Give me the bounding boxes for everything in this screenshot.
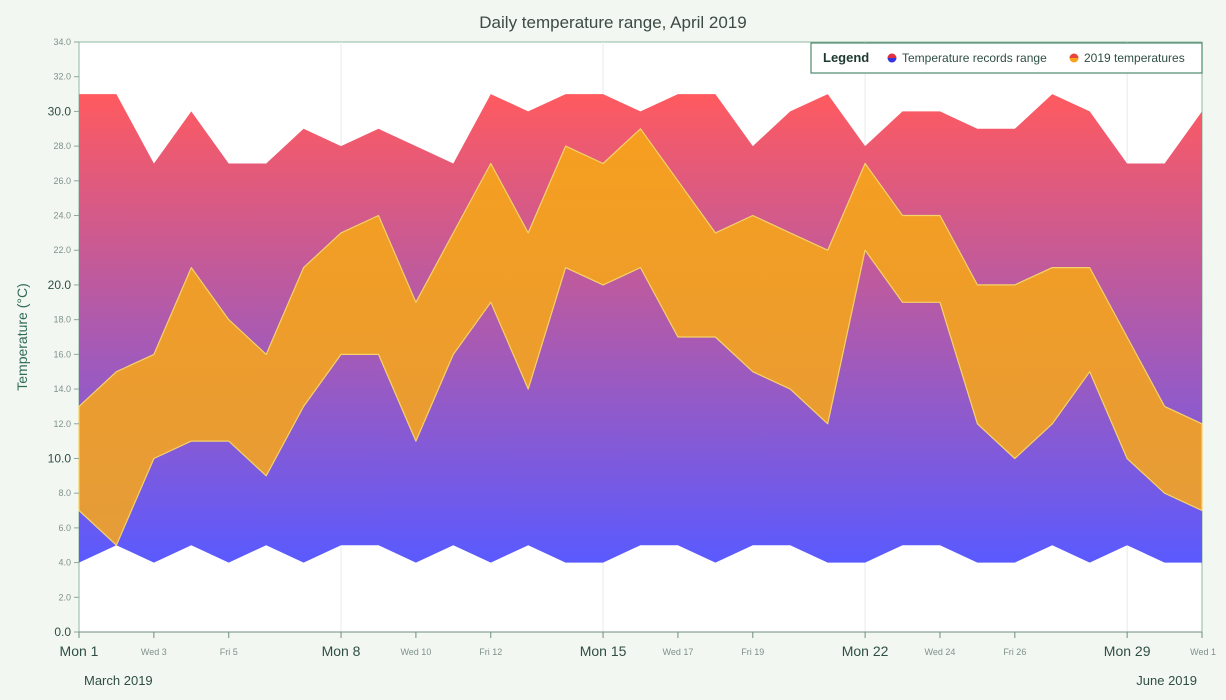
chart-title: Daily temperature range, April 2019 <box>479 13 746 32</box>
legend-swatch-records <box>887 53 897 63</box>
series-areas <box>78 94 1203 563</box>
legend-entry-2019: 2019 temperatures <box>1084 51 1185 65</box>
y-tick-label: 20.0 <box>48 278 72 292</box>
y-axis-label: Temperature (°C) <box>14 283 30 391</box>
legend: Legend Temperature records range 2019 te… <box>810 42 1203 74</box>
y-axis-ticks: 0.0 2.0 4.0 6.0 8.0 10.0 12.0 14.0 16.0 18.0 20.0 2… <box>48 37 79 639</box>
area-records-range <box>79 94 1202 563</box>
y-tick-label: 18.0 <box>53 315 71 325</box>
y-tick-label: 22.0 <box>53 245 71 255</box>
legend-entry-records: Temperature records range <box>902 51 1047 65</box>
x-tick-label: Wed 10 <box>400 647 431 657</box>
footer-right-label: June 2019 <box>1136 673 1197 688</box>
x-tick-label: Mon 15 <box>580 643 627 659</box>
y-tick-label: 2.0 <box>58 592 71 602</box>
x-tick-label: Fri 26 <box>1003 647 1026 657</box>
x-tick-label: Fri 5 <box>220 647 238 657</box>
x-tick-label: Wed 24 <box>925 647 956 657</box>
x-tick-label: Mon 8 <box>322 643 361 659</box>
y-tick-label: 14.0 <box>53 384 71 394</box>
y-tick-label: 4.0 <box>58 558 71 568</box>
legend-swatch-2019 <box>1069 53 1079 63</box>
y-tick-label: 32.0 <box>53 72 71 82</box>
y-tick-label: 26.0 <box>53 176 71 186</box>
y-tick-label: 0.0 <box>54 625 71 639</box>
area-2019-temperatures <box>78 128 1203 546</box>
y-tick-label: 6.0 <box>58 523 71 533</box>
y-tick-label: 24.0 <box>53 211 71 221</box>
legend-box <box>810 42 1203 74</box>
y-tick-label: 28.0 <box>53 141 71 151</box>
y-tick-label: 34.0 <box>53 37 71 47</box>
x-tick-label: Fri 19 <box>741 647 764 657</box>
y-tick-label: 8.0 <box>58 488 71 498</box>
x-tick-label: Mon 1 <box>60 643 99 659</box>
y-tick-label: 12.0 <box>53 419 71 429</box>
x-tick-label: Wed 3 <box>141 647 167 657</box>
x-tick-label: Wed 17 <box>663 647 694 657</box>
x-tick-label: Mon 22 <box>842 643 889 659</box>
y-tick-label: 10.0 <box>48 451 72 465</box>
y-tick-label: 30.0 <box>48 104 72 118</box>
x-tick-label: Mon 29 <box>1104 643 1151 659</box>
legend-title: Legend <box>823 50 869 65</box>
x-tick-label: Fri 12 <box>479 647 502 657</box>
x-tick-label: Wed 1 <box>1190 647 1216 657</box>
y-tick-label: 16.0 <box>53 349 71 359</box>
footer-left-label: March 2019 <box>84 673 153 688</box>
x-axis-ticks: Mon 1 Wed 3 Fri 5 Mon 8 Wed 10 Fri 12 Mon 15 We… <box>60 632 1216 659</box>
